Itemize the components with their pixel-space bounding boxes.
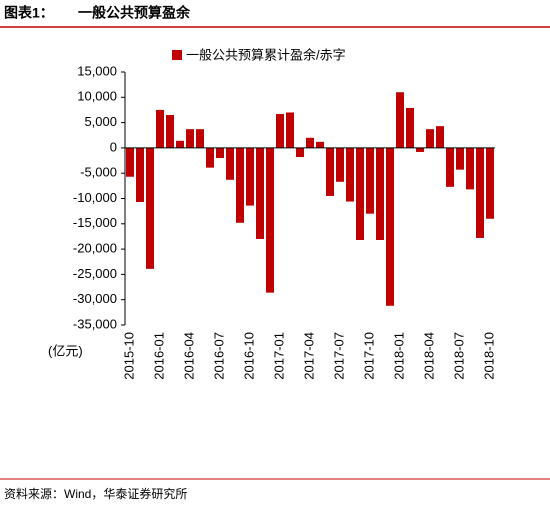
x-tick-label: 2018-01 bbox=[391, 332, 406, 380]
bar bbox=[326, 147, 334, 196]
legend-swatch bbox=[172, 50, 182, 60]
bar bbox=[486, 147, 494, 219]
bar bbox=[426, 129, 434, 148]
unit-label: (亿元) bbox=[48, 343, 83, 358]
bar bbox=[286, 112, 294, 148]
x-tick-label: 2016-07 bbox=[211, 332, 226, 380]
bar bbox=[136, 147, 144, 203]
x-tick-label: 2016-10 bbox=[241, 332, 256, 380]
x-tick-label: 2018-07 bbox=[451, 332, 466, 380]
bar bbox=[466, 147, 474, 190]
bar bbox=[216, 147, 224, 159]
y-tick-label: -15,000 bbox=[73, 215, 117, 230]
x-tick-label: 2017-07 bbox=[331, 332, 346, 380]
bar bbox=[186, 129, 194, 148]
bar bbox=[476, 147, 484, 238]
bar bbox=[166, 115, 174, 148]
y-tick-label: -30,000 bbox=[73, 291, 117, 306]
y-tick-label: 10,000 bbox=[77, 89, 117, 104]
legend-label: 一般公共预算累计盈余/赤字 bbox=[186, 47, 346, 62]
x-tick-label: 2016-04 bbox=[181, 332, 196, 380]
bar bbox=[336, 147, 344, 182]
y-tick-label: -5,000 bbox=[80, 165, 117, 180]
bar bbox=[456, 147, 464, 170]
bar bbox=[276, 113, 284, 148]
bar bbox=[236, 147, 244, 223]
bar bbox=[226, 147, 234, 180]
bar bbox=[366, 147, 374, 214]
y-tick-label: 15,000 bbox=[77, 63, 117, 78]
bar bbox=[196, 129, 204, 148]
y-tick-label: 0 bbox=[110, 139, 117, 154]
x-tick-label: 2016-01 bbox=[151, 332, 166, 380]
x-tick-label: 2018-04 bbox=[421, 332, 436, 380]
y-tick-label: 5,000 bbox=[84, 114, 117, 129]
bar bbox=[156, 109, 164, 148]
x-tick-label: 2017-01 bbox=[271, 332, 286, 380]
y-tick-label: -20,000 bbox=[73, 241, 117, 256]
bar bbox=[256, 147, 264, 239]
bar bbox=[396, 92, 404, 148]
bar bbox=[376, 147, 384, 240]
figure-label: 图表1： bbox=[4, 5, 54, 21]
bar bbox=[126, 147, 134, 177]
bar bbox=[306, 137, 314, 148]
bar bbox=[386, 147, 394, 306]
y-tick-label: -25,000 bbox=[73, 266, 117, 281]
bar bbox=[266, 147, 274, 293]
figure-title: 一般公共预算盈余 bbox=[78, 5, 191, 21]
x-tick-label: 2017-04 bbox=[301, 332, 316, 380]
bar bbox=[416, 147, 424, 152]
y-tick-label: -35,000 bbox=[73, 316, 117, 331]
bar bbox=[246, 147, 254, 206]
bar bbox=[446, 147, 454, 187]
bar bbox=[436, 126, 444, 148]
x-tick-label: 2017-10 bbox=[361, 332, 376, 380]
source: 资料来源：Wind，华泰证券研究所 bbox=[4, 486, 187, 501]
bar bbox=[176, 140, 184, 148]
bar bbox=[406, 107, 414, 148]
bar bbox=[146, 147, 154, 269]
x-tick-label: 2015-10 bbox=[121, 332, 136, 380]
bar bbox=[296, 147, 304, 158]
bar bbox=[346, 147, 354, 202]
bar bbox=[316, 141, 324, 148]
y-tick-label: -10,000 bbox=[73, 190, 117, 205]
x-tick-label: 2018-10 bbox=[481, 332, 496, 380]
bar bbox=[356, 147, 364, 240]
bar bbox=[206, 147, 214, 168]
